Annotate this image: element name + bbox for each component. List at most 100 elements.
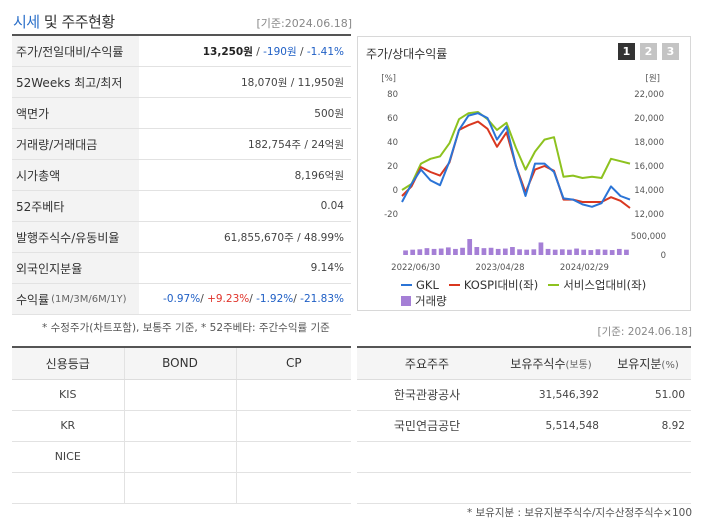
agency-name: KR bbox=[12, 410, 124, 442]
x-tick-label: 2024/02/29 bbox=[560, 263, 609, 273]
summary-label: 주가/전일대비/수익률 bbox=[12, 36, 139, 66]
summary-value: 18,070원 / 11,950원 bbox=[240, 76, 344, 89]
table-row: NICE bbox=[12, 441, 351, 473]
table-row: 국민연금공단 5,514,548 8.92 bbox=[357, 410, 691, 442]
summary-row-volume: 거래량/거래대금 182,754주 / 24억원 bbox=[12, 129, 351, 160]
holder-pct bbox=[605, 441, 691, 473]
volume-bar bbox=[510, 247, 515, 255]
summary-label: 52주베타 bbox=[12, 191, 139, 221]
chart-title: 주가/상대수익률 bbox=[366, 47, 448, 61]
right-tick-label: 22,000 bbox=[634, 90, 664, 100]
table-row bbox=[357, 472, 691, 504]
summary-value: 8,196억원 bbox=[294, 169, 344, 182]
separator: / bbox=[293, 293, 301, 305]
title-shareholders: 및 주주현황 bbox=[43, 13, 115, 31]
summary-label: 52Weeks 최고/최저 bbox=[12, 67, 139, 97]
agency-name bbox=[12, 472, 124, 504]
table-row: KR bbox=[12, 410, 351, 442]
return-1y: -21.83% bbox=[300, 293, 344, 305]
volume-bar bbox=[624, 249, 629, 255]
summary-value: 61,855,670주 / 48.99% bbox=[223, 231, 344, 244]
legend-gkl: GKL bbox=[401, 278, 439, 292]
chart-button-2[interactable]: 2 bbox=[640, 43, 657, 60]
left-tick-label: 40 bbox=[387, 138, 398, 148]
current-price: 13,250원 bbox=[202, 45, 253, 58]
volume-tick-label: 0 bbox=[661, 251, 666, 261]
right-tick-label: 14,000 bbox=[634, 186, 664, 196]
chart-button-3[interactable]: 3 bbox=[662, 43, 679, 60]
volume-bar bbox=[474, 247, 480, 255]
volume-bar bbox=[403, 250, 408, 255]
volume-bar bbox=[502, 248, 508, 255]
volume-bar bbox=[524, 249, 530, 255]
summary-row-market-cap: 시가총액 8,196억원 bbox=[12, 160, 351, 191]
chart-period-buttons: 1 2 3 bbox=[618, 43, 679, 60]
right-tick-label: 12,000 bbox=[634, 210, 664, 220]
legend-service: 서비스업대비(좌) bbox=[548, 277, 646, 293]
title-quote: 시세 bbox=[13, 13, 40, 31]
summary-label: 발행주식수/유동비율 bbox=[12, 222, 139, 252]
legend-label: 거래량 bbox=[415, 294, 447, 308]
holder-pct: 8.92 bbox=[605, 410, 691, 442]
holder-shares bbox=[497, 441, 605, 473]
legend-label: GKL bbox=[416, 278, 439, 292]
left-tick-label: -20 bbox=[384, 210, 398, 220]
holder-name: 한국관광공사 bbox=[357, 379, 497, 411]
volume-bar bbox=[602, 249, 608, 255]
footnote-summary: * 수정주가(차트포함), 보통주 기준, * 52주베타: 주간수익률 기준 bbox=[42, 322, 330, 334]
pct-header-sub: (%) bbox=[661, 359, 679, 371]
volume-bar bbox=[567, 249, 572, 255]
summary-value: 13,250원 / -190원 / -1.41% bbox=[139, 44, 351, 59]
summary-value: 0.04 bbox=[320, 200, 344, 212]
volume-bar bbox=[460, 247, 465, 255]
cp-rating bbox=[235, 410, 351, 442]
legend-line-icon bbox=[548, 284, 560, 286]
col-header-cp: CP bbox=[235, 348, 351, 380]
summary-row-returns: 수익률 (1M/3M/6M/1Y) -0.97%/ +9.23%/ -1.92%/… bbox=[12, 284, 351, 315]
col-header-pct: 보유지분(%) bbox=[605, 348, 691, 380]
price-summary-table: 주가/전일대비/수익률 13,250원 / -190원 / -1.41% 52W… bbox=[12, 34, 351, 315]
service-relative-line bbox=[401, 111, 631, 191]
bond-rating bbox=[123, 410, 236, 442]
volume-bar bbox=[609, 250, 615, 255]
volume-bar bbox=[410, 249, 416, 255]
volume-bar bbox=[574, 248, 579, 255]
volume-bar bbox=[431, 248, 437, 255]
right-tick-label: 20,000 bbox=[634, 114, 664, 124]
legend-line-icon bbox=[401, 284, 412, 286]
volume-bar bbox=[595, 249, 601, 255]
left-tick-label: 60 bbox=[387, 114, 398, 124]
holder-pct: 51.00 bbox=[605, 379, 691, 411]
chart-button-1[interactable]: 1 bbox=[618, 43, 635, 60]
holder-name: 국민연금공단 bbox=[357, 410, 497, 442]
summary-value: 500원 bbox=[314, 107, 344, 120]
left-tick-label: 80 bbox=[387, 90, 398, 100]
summary-row-shares: 발행주식수/유동비율 61,855,670주 / 48.99% bbox=[12, 222, 351, 253]
summary-value: -0.97%/ +9.23%/ -1.92%/ -21.83% bbox=[139, 293, 351, 305]
summary-label: 수익률 (1M/3M/6M/1Y) bbox=[12, 284, 139, 314]
base-date: [기준:2024.06.18] bbox=[256, 17, 352, 30]
col-header-shares: 보유주식수(보통) bbox=[497, 348, 605, 380]
cp-rating bbox=[235, 379, 351, 411]
summary-label: 시가총액 bbox=[12, 160, 139, 190]
legend-label: KOSPI대비(좌) bbox=[463, 278, 539, 292]
agency-name: KIS bbox=[12, 379, 124, 411]
return-3m: +9.23% bbox=[207, 293, 250, 305]
table-row: 한국관광공사 31,546,392 51.00 bbox=[357, 379, 691, 411]
price-change: -190원 bbox=[263, 45, 297, 58]
summary-row-52weeks: 52Weeks 최고/최저 18,070원 / 11,950원 bbox=[12, 67, 351, 98]
col-header-credit: 신용등급 bbox=[12, 348, 124, 380]
bond-rating bbox=[123, 472, 236, 504]
shares-header-label: 보유주식수 bbox=[510, 356, 566, 371]
summary-label: 외국인지분율 bbox=[12, 253, 139, 283]
return-1m: -0.97% bbox=[163, 293, 201, 305]
volume-bar bbox=[424, 248, 430, 255]
holder-shares: 31,546,392 bbox=[497, 379, 605, 411]
summary-label: 거래량/거래대금 bbox=[12, 129, 139, 159]
price-change-rate: -1.41% bbox=[306, 45, 344, 58]
summary-label: 액면가 bbox=[12, 98, 139, 128]
bond-rating bbox=[123, 441, 236, 473]
left-tick-label: 20 bbox=[387, 162, 398, 172]
holder-shares: 5,514,548 bbox=[497, 410, 605, 442]
volume-bar bbox=[495, 248, 501, 255]
